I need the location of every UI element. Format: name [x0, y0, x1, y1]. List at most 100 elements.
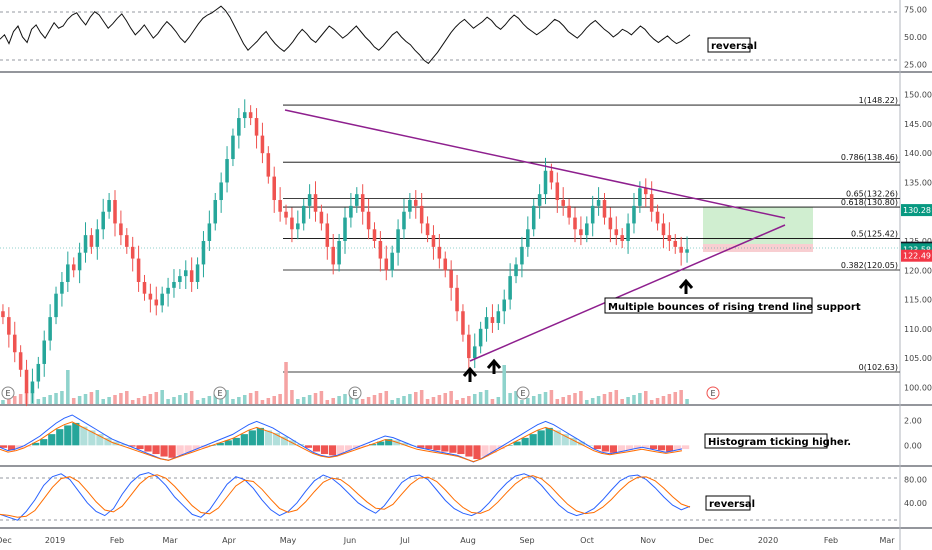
candle-body — [478, 328, 483, 347]
candle-body — [467, 334, 471, 359]
price-tick-label: 125.00 — [904, 237, 932, 246]
volume-bar — [66, 370, 70, 404]
candle-body — [496, 311, 501, 323]
price-tick-label: 115.00 — [904, 296, 932, 305]
fib-label: 0.618(130.80) — [841, 198, 898, 207]
volume-bar — [431, 397, 436, 404]
stoch-pane: 80.00 40.00 reversal — [0, 472, 927, 521]
histogram-bar — [457, 445, 465, 455]
macd-pane: 2.00 0.00 Histogram ticking higher. — [0, 414, 922, 463]
volume-bar — [496, 397, 501, 404]
candle-body — [384, 258, 389, 271]
candle-body — [66, 264, 70, 282]
earnings-label: E — [520, 389, 525, 398]
volume-bar — [502, 365, 506, 404]
rsi-tick-label: 50.00 — [904, 33, 927, 42]
candle-body — [425, 223, 430, 236]
volume-bar — [319, 391, 324, 404]
histogram-bar — [200, 445, 208, 448]
time-axis: Dec 2019 Feb Mar Apr May Jun Jul Aug Sep Oct Nov Dec… — [0, 536, 895, 545]
earnings-icon[interactable] — [348, 386, 362, 400]
histogram-bar — [545, 427, 553, 446]
volume-bar — [620, 399, 624, 404]
histogram-bar — [657, 445, 666, 451]
candle-body — [266, 153, 271, 177]
candle-body — [107, 200, 111, 212]
rsi-tick-label: 75.00 — [904, 6, 927, 15]
volume-bar — [12, 396, 17, 404]
candle-body — [673, 241, 678, 247]
candle-body — [225, 159, 229, 183]
volume-bar — [590, 398, 595, 404]
candle-body — [301, 205, 306, 224]
volume-bar — [396, 398, 400, 404]
volume-bar — [83, 394, 88, 404]
candle-body — [596, 200, 601, 206]
volume-bar — [278, 394, 282, 404]
candle-body — [201, 241, 206, 265]
histogram-bar — [224, 440, 232, 446]
histogram-bar — [641, 445, 650, 448]
earnings-icon[interactable] — [516, 386, 530, 400]
histogram-bar — [345, 445, 353, 452]
volume-bar — [685, 399, 689, 404]
volume-bar — [290, 390, 294, 404]
fib-levels: 1(148.22) 0.786(138.46) 0.65(132.26)0.618(… — [283, 96, 900, 373]
volume-bar — [596, 396, 601, 404]
volume-bar — [408, 394, 412, 404]
histogram-bar — [513, 441, 521, 446]
histogram-bar — [96, 434, 104, 446]
volume-bar — [573, 393, 577, 404]
volume-bar — [77, 396, 82, 404]
stoch-tick-label: 40.00 — [904, 499, 927, 508]
macd-annotation-text: Histogram ticking higher. — [708, 437, 851, 448]
candle-body — [355, 194, 359, 206]
candle-body — [77, 252, 82, 271]
candle-body — [537, 194, 542, 206]
time-tick-label: Jun — [343, 536, 357, 545]
volume-bar — [242, 395, 247, 404]
candle-body — [231, 135, 235, 160]
candle-body — [626, 223, 630, 241]
candle-body — [42, 340, 46, 364]
candle-body — [142, 281, 147, 294]
target-zone — [703, 207, 813, 244]
candle-body — [172, 281, 176, 288]
histogram-bar — [192, 445, 200, 451]
time-tick-label: Mar — [162, 536, 178, 545]
histogram-bar — [385, 439, 393, 446]
candle-body — [254, 118, 259, 136]
histogram-bar — [328, 445, 337, 456]
volume-bar — [526, 398, 530, 404]
candle-body — [408, 200, 412, 212]
histogram-bar — [489, 445, 497, 453]
volume-bar — [266, 398, 271, 404]
histogram-bar — [216, 442, 224, 446]
candle-body — [649, 194, 654, 212]
candle-body — [272, 176, 276, 201]
price-tick-label: 100.00 — [904, 383, 932, 392]
stop-zone — [703, 244, 813, 252]
stoch-k-line — [0, 472, 691, 521]
fib-label: 0.65(132.26) — [846, 189, 898, 198]
candle-body — [319, 211, 324, 224]
earnings-icon[interactable] — [706, 386, 720, 400]
fib-label: 0(102.63) — [859, 363, 898, 372]
histogram-bar — [633, 445, 642, 450]
histogram-bar — [80, 426, 88, 446]
earnings-label: E — [5, 389, 10, 398]
histogram-bar — [465, 445, 473, 457]
volume-bar — [602, 394, 607, 404]
candle-body — [12, 334, 17, 353]
up-arrow-icon — [678, 278, 694, 294]
rsi-axis: 75.00 50.00 25.00 — [904, 6, 927, 70]
histogram-bar — [537, 430, 545, 446]
volume-bar — [125, 391, 129, 404]
candle-body — [437, 246, 442, 259]
earnings-icon[interactable] — [213, 386, 227, 400]
time-tick-label: Apr — [222, 536, 237, 545]
candle-body — [313, 194, 318, 212]
earnings-icon[interactable] — [1, 386, 15, 400]
volume-bar — [254, 391, 259, 404]
